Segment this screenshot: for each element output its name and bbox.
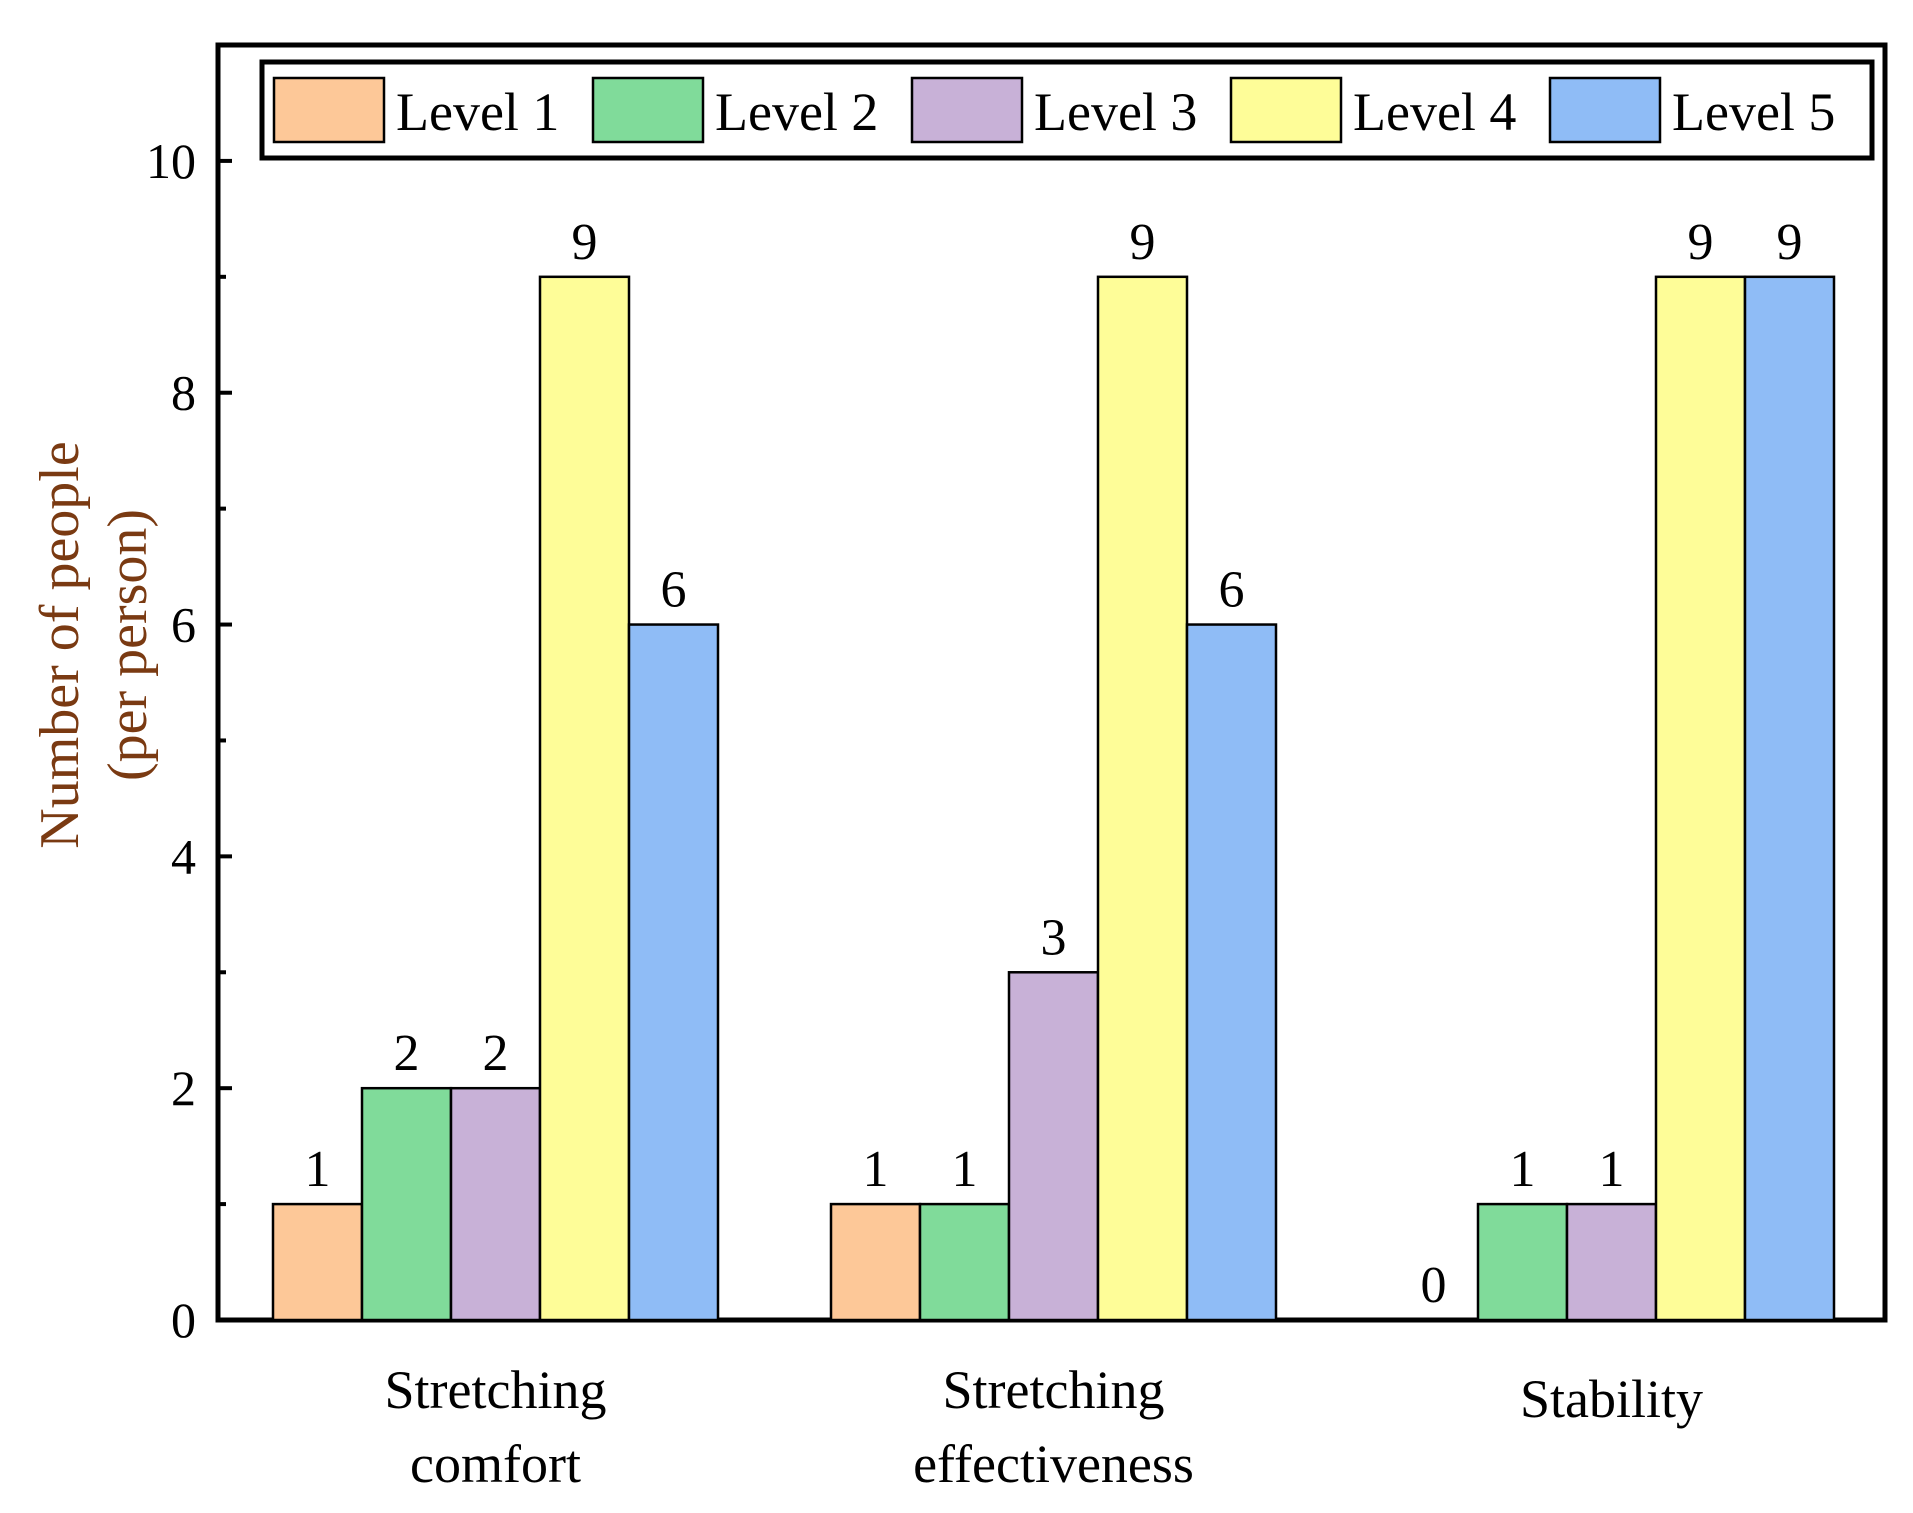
bar-value-label: 1	[952, 1141, 978, 1198]
x-category-label: Stability	[1520, 1369, 1703, 1429]
bar-level-3-cat1	[449, 1086, 542, 1322]
x-category-label: Stretching	[385, 1360, 607, 1420]
bar-level-4-cat1	[538, 275, 631, 1322]
y-tick-label: 10	[146, 133, 196, 189]
legend-swatch-level-1	[272, 76, 386, 144]
bars-layer	[271, 275, 1836, 1322]
bar-value-label: 6	[661, 562, 687, 619]
bar-value-label: 9	[1777, 214, 1803, 271]
bar-level-3-cat3	[1565, 1202, 1658, 1322]
legend-swatch-level-4	[1229, 76, 1343, 144]
bar-value-label: 1	[1510, 1141, 1536, 1198]
bar-value-label: 0	[1421, 1257, 1447, 1314]
y-tick-label: 2	[171, 1060, 196, 1116]
bar-value-label: 3	[1041, 909, 1067, 966]
bar-value-label: 9	[572, 214, 598, 271]
x-category-label: effectiveness	[913, 1434, 1194, 1494]
y-axis-title-line: Number of people	[29, 441, 91, 848]
legend-swatch-level-2	[591, 76, 705, 144]
bar-level-5-cat2	[1185, 623, 1278, 1322]
x-category-label: comfort	[410, 1434, 581, 1494]
legend-swatch-level-5	[1548, 76, 1662, 144]
y-tick-label: 6	[171, 597, 196, 653]
bar-level-2-cat3	[1476, 1202, 1569, 1322]
bar-value-label: 9	[1130, 214, 1156, 271]
x-category-label: Stretching	[943, 1360, 1165, 1420]
bar-level-5-cat1	[627, 623, 720, 1322]
y-axis-title: Number of people (per person)	[29, 441, 159, 848]
bar-value-label: 9	[1688, 214, 1714, 271]
bar-value-label: 2	[483, 1025, 509, 1082]
bar-level-5-cat3	[1743, 275, 1836, 1322]
y-tick-label: 8	[171, 365, 196, 421]
legend-label: Level 4	[1353, 82, 1516, 142]
y-tick-label: 0	[171, 1292, 196, 1348]
legend-label: Level 5	[1672, 82, 1835, 142]
bar-level-3-cat2	[1007, 971, 1100, 1322]
bar-level-4-cat3	[1654, 275, 1747, 1322]
bar-value-label: 6	[1219, 562, 1245, 619]
bar-level-2-cat1	[360, 1086, 453, 1322]
y-tick-label: 4	[171, 828, 196, 884]
legend-label: Level 1	[396, 82, 559, 142]
bar-value-label: 1	[1599, 1141, 1625, 1198]
bar-value-label: 1	[863, 1141, 889, 1198]
bar-value-label: 1	[305, 1141, 331, 1198]
bar-level-1-cat1	[271, 1202, 364, 1322]
legend-label: Level 3	[1034, 82, 1197, 142]
bar-level-1-cat2	[829, 1202, 922, 1322]
legend-label: Level 2	[715, 82, 878, 142]
legend: Level 1 Level 2 Level 3 Level 4 Level 5	[259, 59, 1875, 161]
bar-level-2-cat2	[918, 1202, 1011, 1322]
legend-swatch-level-3	[910, 76, 1024, 144]
bar-value-label: 2	[394, 1025, 420, 1082]
bar-level-4-cat2	[1096, 275, 1189, 1322]
y-axis-title-line: (per person)	[97, 509, 159, 781]
